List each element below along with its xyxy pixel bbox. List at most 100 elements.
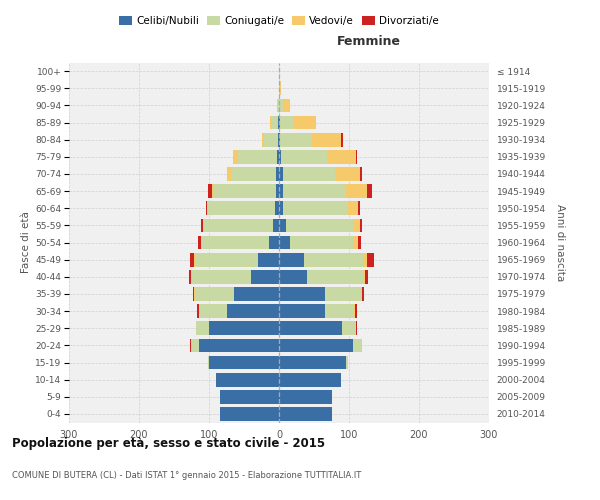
Bar <box>325 287 361 301</box>
Bar <box>362 287 364 301</box>
Bar <box>279 98 283 112</box>
Bar <box>203 218 204 232</box>
Bar <box>195 253 258 266</box>
Bar <box>193 287 194 301</box>
Bar <box>220 407 279 421</box>
Bar <box>359 218 362 232</box>
Bar <box>283 202 347 215</box>
Bar <box>353 218 359 232</box>
Bar <box>200 218 203 232</box>
Bar <box>279 184 283 198</box>
Bar <box>278 116 279 130</box>
Bar <box>354 304 355 318</box>
Bar <box>342 322 356 335</box>
Bar <box>233 150 238 164</box>
Bar <box>278 133 279 146</box>
Bar <box>290 236 353 250</box>
Bar <box>279 356 346 370</box>
Bar <box>208 202 275 215</box>
Bar <box>272 218 279 232</box>
Bar <box>361 287 362 301</box>
Bar <box>189 270 191 283</box>
Bar <box>200 236 202 250</box>
Bar <box>307 270 363 283</box>
Bar <box>326 150 356 164</box>
Bar <box>279 373 341 386</box>
Bar <box>196 322 209 335</box>
Bar <box>363 270 365 283</box>
Bar <box>277 150 279 164</box>
Bar <box>279 270 307 283</box>
Bar <box>279 116 280 130</box>
Bar <box>279 167 283 181</box>
Bar <box>280 82 281 95</box>
Bar <box>283 184 346 198</box>
Text: Popolazione per età, sesso e stato civile - 2015: Popolazione per età, sesso e stato civil… <box>12 437 325 450</box>
Bar <box>276 167 279 181</box>
Bar <box>199 304 227 318</box>
Bar <box>230 167 276 181</box>
Bar <box>353 338 361 352</box>
Bar <box>269 236 279 250</box>
Bar <box>190 253 194 266</box>
Bar <box>275 184 279 198</box>
Bar <box>367 184 372 198</box>
Bar <box>279 253 304 266</box>
Bar <box>208 356 209 370</box>
Bar <box>279 150 281 164</box>
Bar <box>227 167 230 181</box>
Bar <box>271 116 278 130</box>
Bar <box>220 390 279 404</box>
Bar <box>238 150 277 164</box>
Y-axis label: Fasce di età: Fasce di età <box>21 212 31 274</box>
Bar <box>195 287 233 301</box>
Bar <box>341 133 343 146</box>
Bar <box>280 116 294 130</box>
Bar <box>279 304 325 318</box>
Bar <box>214 184 275 198</box>
Bar <box>263 133 278 146</box>
Bar <box>197 304 199 318</box>
Bar <box>199 338 279 352</box>
Bar <box>304 253 363 266</box>
Bar <box>270 116 271 130</box>
Bar <box>262 133 263 146</box>
Bar <box>358 236 361 250</box>
Bar <box>279 390 332 404</box>
Bar <box>280 133 312 146</box>
Bar <box>191 338 199 352</box>
Bar <box>194 253 195 266</box>
Bar <box>365 270 368 283</box>
Bar <box>191 270 251 283</box>
Bar <box>335 167 359 181</box>
Bar <box>190 338 191 352</box>
Bar <box>233 287 279 301</box>
Bar <box>279 287 325 301</box>
Bar <box>347 202 358 215</box>
Bar <box>209 356 279 370</box>
Bar <box>198 236 200 250</box>
Bar <box>279 322 342 335</box>
Bar <box>202 236 269 250</box>
Bar <box>283 167 335 181</box>
Text: COMUNE DI BUTERA (CL) - Dati ISTAT 1° gennaio 2015 - Elaborazione TUTTITALIA.IT: COMUNE DI BUTERA (CL) - Dati ISTAT 1° ge… <box>12 471 361 480</box>
Bar <box>204 218 272 232</box>
Bar <box>194 287 195 301</box>
Bar <box>209 322 279 335</box>
Bar <box>216 373 279 386</box>
Bar <box>207 202 208 215</box>
Bar <box>251 270 279 283</box>
Bar <box>283 98 290 112</box>
Bar <box>205 202 207 215</box>
Bar <box>367 253 373 266</box>
Bar <box>353 236 358 250</box>
Bar <box>363 253 367 266</box>
Bar <box>227 304 279 318</box>
Legend: Celibi/Nubili, Coniugati/e, Vedovi/e, Divorziati/e: Celibi/Nubili, Coniugati/e, Vedovi/e, Di… <box>115 12 443 30</box>
Bar <box>358 202 360 215</box>
Bar <box>279 133 280 146</box>
Bar <box>279 82 280 95</box>
Bar <box>325 304 354 318</box>
Bar <box>356 150 358 164</box>
Bar <box>279 407 332 421</box>
